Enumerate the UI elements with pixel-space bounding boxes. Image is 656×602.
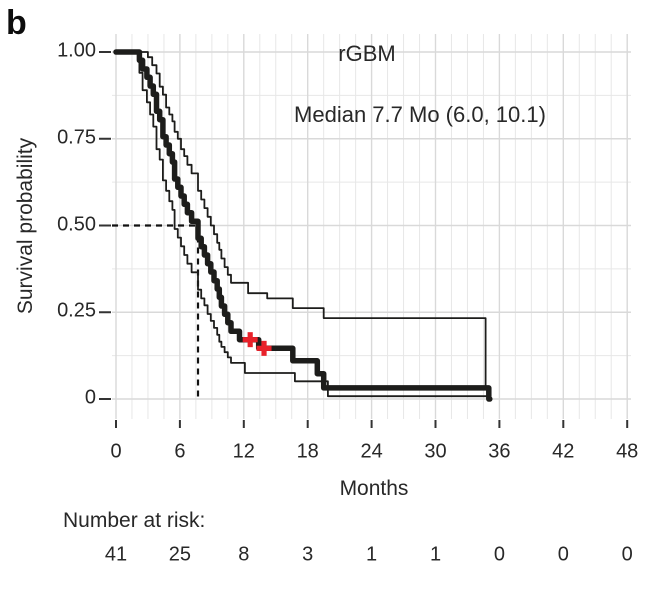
- censor-mark: [242, 332, 258, 348]
- risk-count: 1: [366, 543, 378, 566]
- risk-table-label: Number at risk:: [63, 509, 206, 532]
- y-tick-label: 0.75: [57, 126, 96, 149]
- ci-lower-curve: [116, 51, 490, 398]
- x-tick-label: 42: [552, 440, 575, 463]
- x-tick-label: 36: [488, 440, 511, 463]
- x-tick-label: 24: [360, 440, 383, 463]
- risk-count: 3: [302, 543, 314, 566]
- risk-count: 25: [168, 543, 192, 566]
- x-tick-label: 30: [424, 440, 447, 463]
- x-tick-label: 12: [232, 440, 255, 463]
- plot-title: rGBM: [338, 41, 396, 66]
- median-reference-lines: [112, 224, 200, 399]
- x-tick-label: 6: [174, 440, 186, 463]
- x-axis-title: Months: [339, 477, 409, 500]
- risk-count: 0: [557, 543, 569, 566]
- risk-count: 1: [429, 543, 442, 566]
- y-tick-label: 0.25: [57, 299, 96, 322]
- x-tick-label: 48: [616, 440, 639, 463]
- km-curve: [113, 49, 493, 402]
- risk-count: 41: [104, 543, 128, 566]
- risk-count: 0: [621, 543, 633, 566]
- risk-count: 8: [238, 543, 250, 566]
- risk-count: 0: [493, 543, 505, 566]
- ci-upper-curve: [116, 51, 490, 389]
- censor-mark: [256, 340, 272, 356]
- median-annotation: Median 7.7 Mo (6.0, 10.1): [294, 102, 546, 127]
- y-tick-label: 0.50: [57, 213, 96, 236]
- x-tick-label: 0: [110, 440, 122, 463]
- panel-label: b: [6, 4, 28, 42]
- y-tick-label: 1.00: [57, 39, 96, 62]
- axis-ticks: [99, 51, 629, 428]
- y-tick-label: 0: [84, 386, 96, 409]
- x-tick-label: 18: [296, 440, 319, 463]
- censor-marks: [242, 332, 272, 356]
